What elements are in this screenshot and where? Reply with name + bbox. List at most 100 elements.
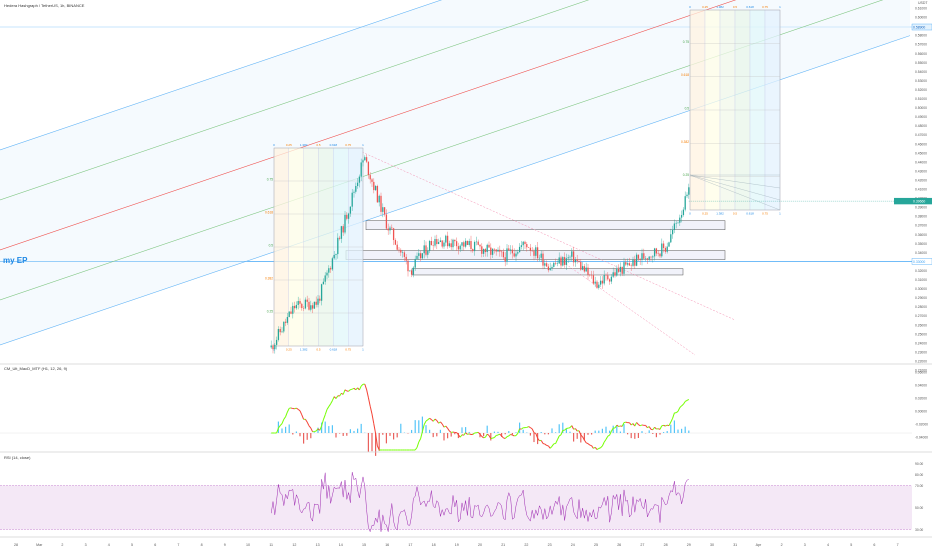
time-axis-tick-label: 13 [316,543,320,547]
candle-body [296,305,297,308]
candle-body [429,241,430,251]
macd-histogram-bar [307,433,308,440]
macd-histogram-bar [353,431,354,433]
macd-histogram-bar [328,426,329,433]
candle-body [325,275,326,281]
fib-box-right-level-label: 0.382 [681,140,689,144]
macd-histogram-bar [292,433,293,434]
candle-body [688,187,689,194]
candle-body [548,267,549,271]
candle-body [308,302,309,310]
time-axis-tick-label: Apr [756,543,762,547]
price-axis-tick-label: 0.52000 [915,88,927,92]
candle-body [380,196,381,212]
price-axis-tick-label: 0.53000 [915,79,927,83]
candle-body [393,228,394,240]
candle-body [323,282,324,284]
time-axis-tick-label: 25 [594,543,598,547]
candle-body [368,162,369,175]
candle-body [370,175,371,179]
macd-histogram-bar [602,429,603,433]
candle-body [530,248,531,251]
candle-body [355,186,356,192]
time-axis-tick-label: 6 [873,543,875,547]
candle-body [332,258,333,269]
candle-body [388,229,389,231]
macd-histogram-bar [505,433,506,434]
time-axis-tick-label: 12 [292,543,296,547]
candle-body [362,160,363,162]
candle-body [591,275,592,276]
candle-body [469,241,470,245]
price-axis-tick-label: 0.22000 [915,359,927,363]
candle-body [391,228,392,229]
macd-axis-tick-label: -0.04000 [915,435,928,439]
candle-body [569,257,570,258]
candle-body [411,270,412,274]
macd-histogram-bar [577,433,578,439]
candle-body [375,186,376,190]
candle-body [611,277,612,282]
price-axis-tick-label: 0.36000 [915,233,927,237]
macd-histogram-bar [595,431,596,433]
candle-body [472,249,473,251]
time-axis-tick-label: 4 [108,543,110,547]
candle-body [447,236,448,246]
price-axis-tick-label: 0.27000 [915,314,927,318]
top-level-badge: 0.58900 [913,25,925,29]
candle-body [366,157,367,162]
candle-body [287,317,288,323]
candle-body [533,251,534,256]
candle-body [335,254,336,255]
candle-body [595,282,596,284]
candle-body [499,250,500,252]
candle-body [526,244,527,247]
candle-body [382,207,383,212]
macd-histogram-bar [688,431,689,433]
candle-body [402,252,403,253]
candle-body [505,257,506,261]
candle-body [584,266,585,271]
candle-body [442,240,443,246]
candle-body [521,245,522,247]
candle-body [440,240,441,242]
candle-body [566,258,567,265]
candle-body [416,256,417,259]
candle-body [618,269,619,272]
macd-histogram-bar [296,432,297,433]
candle-body [625,262,626,264]
macd-histogram-bar [303,433,304,444]
candle-body [636,255,637,266]
candle-body [317,299,318,305]
time-axis-tick-label: 5 [850,543,852,547]
macd-histogram-bar [490,433,491,440]
candle-body [301,304,302,308]
candle-body [490,248,491,255]
macd-histogram-bar [436,433,437,436]
candle-body [674,224,675,230]
macd-histogram-bar [433,433,434,437]
macd-histogram-bar [551,428,552,433]
macd-histogram-bar [281,428,282,433]
macd-histogram-bar [494,432,495,433]
fib-box-left-level-label: 0.25 [267,310,273,314]
candle-body [371,179,372,182]
macd-histogram-bar [429,430,430,433]
time-axis-tick-label: 6 [154,543,156,547]
candle-body [634,259,635,265]
candle-body [580,262,581,270]
macd-histogram-bar [469,432,470,433]
macd-axis-tick-label: 0.02000 [915,396,927,400]
candle-body [272,345,273,349]
macd-histogram-bar [670,425,671,433]
price-axis-tick-label: 0.24000 [915,341,927,345]
candle-body [665,248,666,252]
macd-histogram-bar [451,433,452,437]
candle-body [494,249,495,250]
price-axis-tick-label: 0.29000 [915,296,927,300]
candle-body [546,263,547,266]
macd-line-segment [503,438,505,439]
candle-body [276,340,277,345]
time-axis-tick-label: 10 [246,543,250,547]
